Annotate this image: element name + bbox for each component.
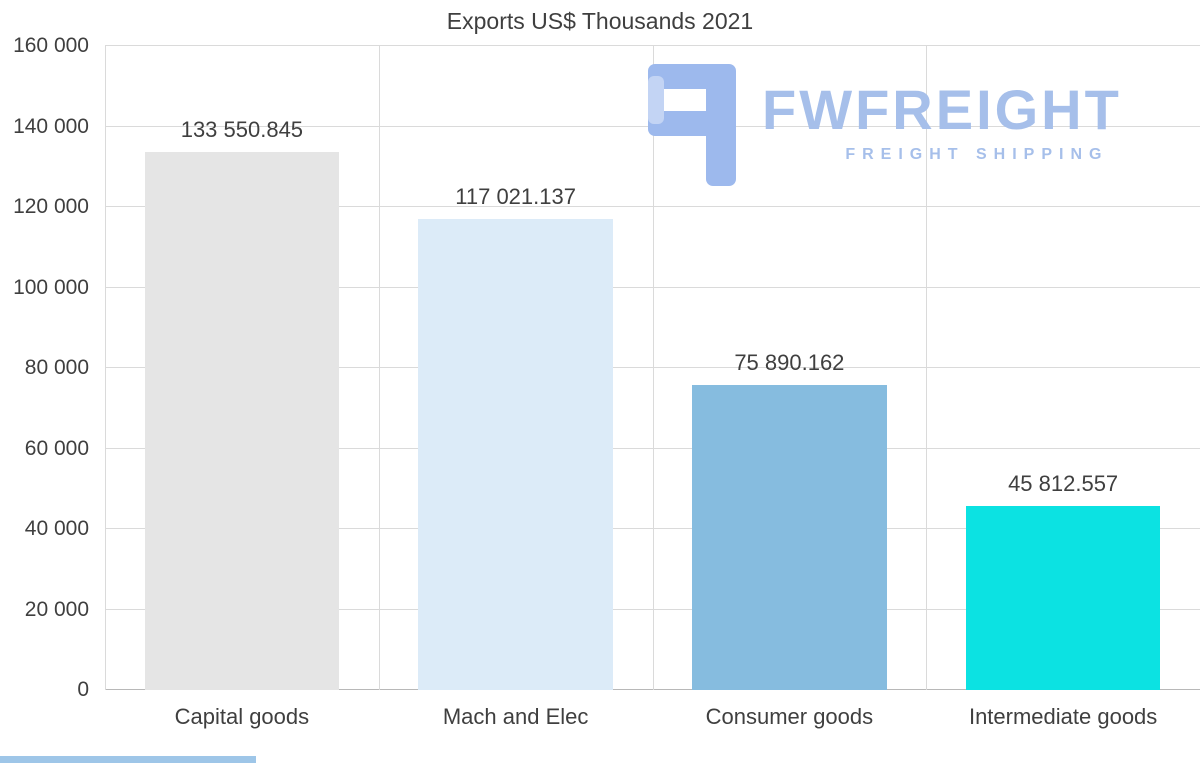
- bar-mach-and-elec: [418, 219, 613, 690]
- fwfreight-logo-icon: [648, 64, 736, 186]
- bottom-accent-bar: [0, 756, 256, 763]
- gridline-h: [105, 45, 1200, 46]
- bar-column-mach-and-elec: 117 021.137: [379, 46, 653, 690]
- value-label-capital-goods: 133 550.845: [180, 117, 304, 143]
- value-label-intermediate-goods: 45 812.557: [1008, 470, 1119, 496]
- gridline-v: [378, 46, 380, 690]
- bar-column-consumer-goods: 75 890.162: [653, 46, 927, 690]
- logo-name: FWFREIGHT: [762, 78, 1122, 141]
- value-label-consumer-goods: 75 890.162: [734, 349, 845, 375]
- bar-column-intermediate-goods: 45 812.557: [926, 46, 1200, 690]
- logo-tagline: FREIGHT SHIPPING: [845, 146, 1109, 163]
- x-axis-labels: Capital goods Mach and Elec Consumer goods…: [105, 704, 1200, 730]
- bar-intermediate-goods: [965, 505, 1161, 690]
- gridline-v: [652, 46, 654, 690]
- y-tick-label: 60 000: [24, 436, 89, 460]
- category-label-capital-goods: Capital goods: [174, 704, 310, 729]
- bar-column-capital-goods: 133 550.845: [105, 46, 379, 690]
- watermark-logo: FWFREIGHT FREIGHT SHIPPING: [642, 64, 1122, 186]
- y-tick-label: 40 000: [24, 517, 89, 540]
- category-label-consumer-goods: Consumer goods: [705, 704, 874, 729]
- category-label-mach-and-elec: Mach and Elec: [442, 704, 589, 729]
- y-tick-label: 160 000: [13, 34, 89, 57]
- bars: 133 550.845 117 021.137 75 890.162 45 812.5…: [105, 46, 1200, 690]
- logo-text-block: FWFREIGHT FREIGHT SHIPPING: [762, 64, 1122, 164]
- y-tick-label: 20 000: [24, 597, 89, 621]
- category-label-intermediate-goods: Intermediate goods: [968, 704, 1158, 729]
- y-axis-labels: 0 20 000 40 000 60 000 80 000 100 000 120 000 1…: [0, 34, 97, 701]
- gridline-v: [926, 46, 928, 690]
- gridline-v: [105, 46, 106, 690]
- bar-consumer-goods: [692, 384, 887, 690]
- y-tick-label: 100 000: [13, 275, 89, 299]
- bar-capital-goods: [144, 152, 340, 690]
- y-tick-label: 120 000: [13, 195, 89, 218]
- plot-area: 133 550.845 117 021.137 75 890.162 45 812.5…: [105, 45, 1200, 690]
- value-label-mach-and-elec: 117 021.137: [455, 184, 576, 209]
- y-tick-label: 140 000: [13, 114, 89, 138]
- chart-title: Exports US$ Thousands 2021: [446, 8, 754, 34]
- y-tick-label: 0: [77, 678, 89, 701]
- y-tick-label: 80 000: [24, 356, 89, 379]
